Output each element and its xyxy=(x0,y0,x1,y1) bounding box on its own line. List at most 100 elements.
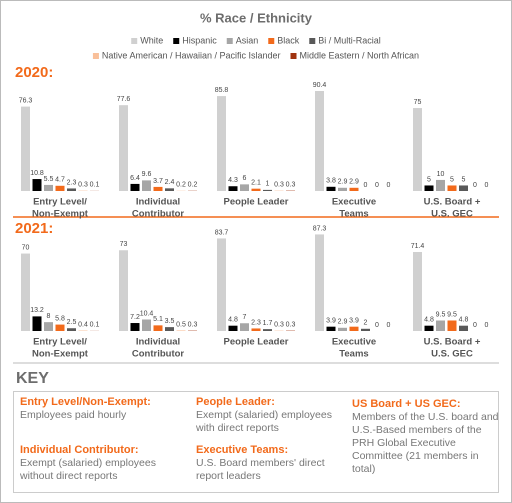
legend-label: White xyxy=(140,35,163,45)
data-label: 13.2 xyxy=(30,307,44,314)
legend-label: Hispanic xyxy=(182,35,217,45)
bar xyxy=(217,96,226,191)
data-label: 5 xyxy=(462,176,466,183)
bar xyxy=(413,252,422,331)
data-label: 0.2 xyxy=(188,182,198,189)
key-item-text: Employees paid hourly xyxy=(20,409,127,421)
data-label: 4.8 xyxy=(424,317,434,324)
data-label: 0 xyxy=(485,182,489,189)
bar xyxy=(326,186,336,191)
key-item-title: People Leader: xyxy=(196,396,275,408)
legend-swatch xyxy=(226,38,233,44)
bar xyxy=(55,324,65,331)
bar xyxy=(349,187,359,191)
bar xyxy=(228,186,238,191)
data-label: 7 xyxy=(243,314,247,321)
data-label: 83.7 xyxy=(215,229,229,236)
data-label: 10.8 xyxy=(30,170,44,177)
data-label: 0.2 xyxy=(176,182,186,189)
legend-row: Native American / Hawaiian / Pacific Isl… xyxy=(92,50,419,60)
data-label: 7.2 xyxy=(130,314,140,321)
bar xyxy=(447,185,457,191)
bar xyxy=(21,106,30,191)
data-label: 0.3 xyxy=(188,322,198,329)
data-label: 9.6 xyxy=(142,171,152,178)
data-label: 2.5 xyxy=(67,319,77,326)
bar xyxy=(436,179,445,191)
data-label: 4.8 xyxy=(459,317,469,324)
data-label: 87.3 xyxy=(313,225,327,232)
data-label: 6.4 xyxy=(130,175,140,182)
key-item-title: Entry Level/Non-Exempt: xyxy=(20,396,151,408)
data-label: 0.1 xyxy=(90,182,100,189)
key-item-text: Exempt (salaried) employees without dire… xyxy=(20,457,156,482)
bar xyxy=(436,320,445,331)
bar xyxy=(361,328,370,331)
legend-label: Native American / Hawaiian / Pacific Isl… xyxy=(102,50,281,60)
bar xyxy=(119,105,128,191)
bar xyxy=(263,329,272,331)
data-label: 0.3 xyxy=(274,322,284,329)
bar xyxy=(67,188,76,191)
bar xyxy=(228,325,238,331)
data-label: 0.5 xyxy=(176,321,186,328)
category-label: U.S. Board + xyxy=(424,197,481,208)
bar xyxy=(44,184,53,191)
category-label: Non-Exempt xyxy=(32,209,89,220)
data-label: 0 xyxy=(485,322,489,329)
bar xyxy=(153,186,163,191)
data-label: 0 xyxy=(387,182,391,189)
category-label: U.S. GEC xyxy=(431,209,473,220)
data-label: 5.5 xyxy=(44,176,54,183)
data-label: 6 xyxy=(243,175,247,182)
data-label: 2.4 xyxy=(165,179,175,186)
data-label: 4.8 xyxy=(228,317,238,324)
bar xyxy=(459,185,468,191)
key-title: KEY xyxy=(16,370,49,387)
bar xyxy=(21,253,30,331)
data-label: 1 xyxy=(266,181,270,188)
data-label: 3.5 xyxy=(165,318,175,325)
data-label: 8 xyxy=(47,313,51,320)
bar xyxy=(315,91,324,191)
bar xyxy=(240,184,249,191)
bar xyxy=(251,328,261,331)
bar xyxy=(44,322,53,331)
bar xyxy=(130,323,140,331)
data-label: 10 xyxy=(437,171,445,178)
bar xyxy=(424,185,434,191)
data-label: 2.9 xyxy=(338,179,348,186)
data-label: 0.3 xyxy=(286,322,296,329)
data-label: 2.1 xyxy=(251,180,261,187)
bar xyxy=(338,327,347,331)
key-item-text: Exempt (salaried) employees with direct … xyxy=(196,409,332,434)
bar xyxy=(32,179,42,191)
bar xyxy=(119,250,128,331)
data-label: 75 xyxy=(414,99,422,106)
bar xyxy=(32,316,42,331)
data-label: 76.3 xyxy=(19,97,33,104)
legend-swatch xyxy=(131,38,138,44)
category-label: Entry Level/ xyxy=(33,337,87,348)
year-label: 2020: xyxy=(15,64,53,81)
data-label: 3.8 xyxy=(326,178,336,185)
data-label: 2.9 xyxy=(338,319,348,326)
data-label: 0 xyxy=(364,182,368,189)
data-label: 5.1 xyxy=(153,316,163,323)
bar xyxy=(165,327,174,331)
data-label: 2.9 xyxy=(349,179,359,186)
category-label: Teams xyxy=(339,209,368,220)
bar xyxy=(142,180,151,191)
key-item-title: US Board + US GEC: xyxy=(352,398,461,410)
legend-swatch xyxy=(309,38,316,44)
legend-label: Bi / Multi-Racial xyxy=(318,35,381,45)
data-label: 4.7 xyxy=(55,177,65,184)
year-label: 2021: xyxy=(15,220,53,237)
key-item: Executive Teams: U.S. Board members' dire… xyxy=(196,444,336,483)
data-label: 3.7 xyxy=(153,178,163,185)
data-label: 10.4 xyxy=(140,310,154,317)
bar xyxy=(130,183,140,191)
bar xyxy=(67,328,76,331)
legend-swatch xyxy=(92,53,99,59)
